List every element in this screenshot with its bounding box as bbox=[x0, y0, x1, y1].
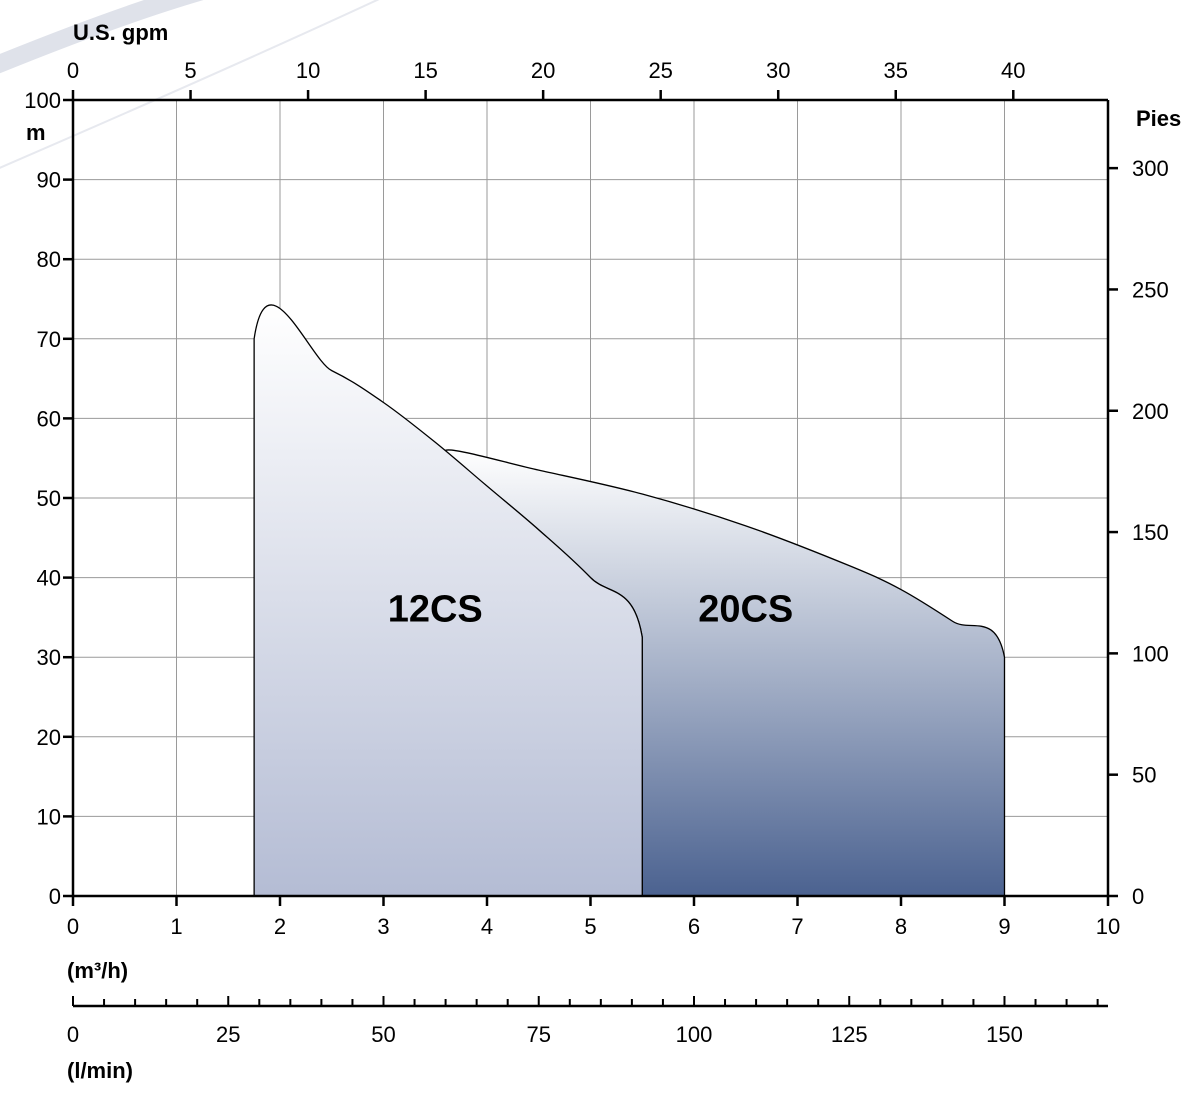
x-tick-label: 2 bbox=[274, 914, 286, 939]
y-tick-label: 0 bbox=[49, 884, 61, 909]
lmin-tick-label: 75 bbox=[526, 1022, 550, 1047]
x-top-tick-label: 25 bbox=[648, 58, 672, 83]
series-label-12cs: 12CS bbox=[388, 588, 483, 630]
background-arc-thin bbox=[0, 0, 380, 169]
y-right-tick-label: 0 bbox=[1132, 884, 1144, 909]
x-top-tick-label: 10 bbox=[296, 58, 320, 83]
lmin-tick-label: 100 bbox=[676, 1022, 713, 1047]
x-top-tick-label: 30 bbox=[766, 58, 790, 83]
y-right-axis-label: Pies bbox=[1136, 106, 1181, 131]
y-tick-label: 20 bbox=[37, 725, 61, 750]
y-tick-label: 10 bbox=[37, 804, 61, 829]
y-right-tick-label: 250 bbox=[1132, 277, 1169, 302]
x-top-tick-label: 15 bbox=[413, 58, 437, 83]
lmin-tick-label: 50 bbox=[371, 1022, 395, 1047]
x-top-axis-label: U.S. gpm bbox=[73, 20, 168, 45]
y-right-tick-label: 100 bbox=[1132, 641, 1169, 666]
y-tick-label: 30 bbox=[37, 645, 61, 670]
x-tick-label: 3 bbox=[377, 914, 389, 939]
y-tick-label: 80 bbox=[37, 247, 61, 272]
y-right-tick-label: 150 bbox=[1132, 520, 1169, 545]
y-tick-label: 90 bbox=[37, 168, 61, 193]
lmin-tick-label: 25 bbox=[216, 1022, 240, 1047]
x-top-tick-label: 5 bbox=[184, 58, 196, 83]
background-arc bbox=[0, 0, 204, 74]
y-right-tick-label: 300 bbox=[1132, 156, 1169, 181]
x-tick-label: 10 bbox=[1096, 914, 1120, 939]
x-tick-label: 8 bbox=[895, 914, 907, 939]
series-label-20cs: 20CS bbox=[698, 588, 793, 630]
y-right-tick-label: 200 bbox=[1132, 399, 1169, 424]
x-top-tick-label: 0 bbox=[67, 58, 79, 83]
y-tick-label: 60 bbox=[37, 406, 61, 431]
x-tick-label: 7 bbox=[791, 914, 803, 939]
y-right-tick-label: 50 bbox=[1132, 763, 1156, 788]
lmin-tick-label: 0 bbox=[67, 1022, 79, 1047]
areas bbox=[253, 304, 1006, 897]
x-top-tick-label: 40 bbox=[1001, 58, 1025, 83]
lmin-tick-label: 150 bbox=[986, 1022, 1023, 1047]
y-axis-label: m bbox=[26, 120, 46, 145]
x-tick-label: 1 bbox=[170, 914, 182, 939]
x-tick-label: 0 bbox=[67, 914, 79, 939]
y-tick-label: 50 bbox=[37, 486, 61, 511]
x-tick-label: 6 bbox=[688, 914, 700, 939]
y-tick-label: 100 bbox=[24, 88, 61, 113]
y-tick-label: 40 bbox=[37, 566, 61, 591]
x-top-tick-label: 35 bbox=[884, 58, 908, 83]
axes bbox=[63, 90, 1118, 1008]
x-tick-label: 5 bbox=[584, 914, 596, 939]
x-tick-label: 4 bbox=[481, 914, 493, 939]
labels: 0102030405060708090100m05010015020025030… bbox=[24, 20, 1181, 1083]
y-tick-label: 70 bbox=[37, 327, 61, 352]
x-top-tick-label: 20 bbox=[531, 58, 555, 83]
lmin-tick-label: 125 bbox=[831, 1022, 868, 1047]
lmin-axis-label: (l/min) bbox=[67, 1058, 133, 1083]
series-area-12cs bbox=[253, 304, 643, 897]
x-axis-label: (m³/h) bbox=[67, 958, 128, 983]
x-tick-label: 9 bbox=[998, 914, 1010, 939]
